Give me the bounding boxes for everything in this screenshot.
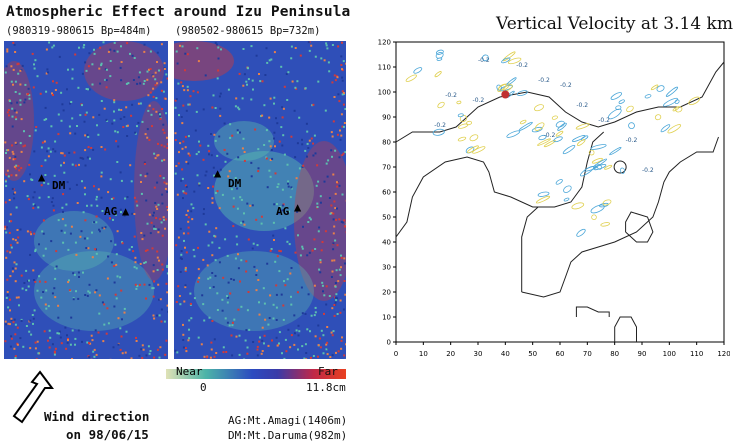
x-tick-label: 110 [690,350,703,358]
coastline [395,61,725,143]
dm-label: DM [228,177,242,190]
y-tick-label: 20 [382,289,391,297]
x-tick-label: 20 [446,350,455,358]
dm-label: DM [52,179,66,192]
amagi-legend: AG:Mt.Amagi(1406m) [228,414,348,427]
x-tick-label: 40 [501,350,510,358]
contour-label: -0.2 [544,132,556,139]
x-tick-label: 60 [556,350,565,358]
y-tick-label: 50 [382,214,391,222]
contour-label: -0.2 [560,82,572,89]
velocity-maximum [501,90,510,99]
colorbar [166,369,346,379]
wind-arrow-icon [12,370,54,424]
wind-direction-label: Wind direction [44,409,150,424]
x-tick-label: 10 [419,350,428,358]
y-tick-label: 40 [382,239,391,247]
coastline [521,136,719,298]
y-tick-label: 0 [387,339,391,347]
chart-title: Vertical Velocity at 3.14 km [496,14,733,34]
y-tick-label: 30 [382,264,391,272]
island-outline [625,211,654,243]
daruma-legend: DM:Mt.Daruma(982m) [228,429,348,442]
speckle-texture [4,41,168,359]
daruma-marker-icon: ▲ [214,166,222,180]
island-outline [614,316,637,342]
contour-label: -0.2 [516,62,528,69]
x-tick-label: 0 [394,350,398,358]
island-outline [575,306,610,317]
colorbar-near-label: Near [176,365,203,378]
insar-map-1 [4,41,168,359]
contour-label: -0.2 [478,57,490,64]
coastline [521,206,539,292]
figure-title: Atmospheric Effect around Izu Peninsula [6,4,351,20]
y-tick-label: 80 [382,139,391,147]
colorbar-far-label: Far [318,365,338,378]
x-tick-label: 100 [663,350,676,358]
x-tick-label: 50 [528,350,537,358]
contour-label: -0.2 [473,97,485,104]
x-tick-label: 80 [610,350,619,358]
contour-lines [405,49,701,237]
x-tick-label: 120 [717,350,730,358]
contour-label: -0.2 [576,102,588,109]
contour-label: -0.2 [642,167,654,174]
amagi-marker-icon: ▲ [122,204,130,218]
coastline [395,131,605,238]
y-tick-label: 10 [382,314,391,322]
x-tick-label: 30 [474,350,483,358]
small-island [613,160,627,174]
contour-label: -0.2 [434,122,446,129]
panel1-subtitle: (980319-980615 Bp=484m) [6,25,152,37]
vertical-velocity-chart: 0 10 20 30 40 50 60 70 80 90 100 110 120 0 10 20 30 40 50 6… [378,39,730,359]
x-tick-label: 90 [638,350,647,358]
y-tick-label: 60 [382,189,391,197]
y-tick-label: 120 [378,39,391,47]
y-tick-label: 110 [378,64,391,72]
y-tick-label: 90 [382,114,391,122]
x-tick-label: 70 [583,350,592,358]
y-tick-label: 70 [382,164,391,172]
insar-panel-1: ▲ DM AG ▲ [4,41,168,359]
colorbar-min-label: 0 [200,381,207,394]
contour-label: -0.2 [626,137,638,144]
y-tick-label: 100 [378,89,391,97]
insar-map-2 [174,41,346,359]
ag-label: AG [104,205,118,218]
amagi-marker-icon: ▲ [294,200,302,214]
contour-label: -0.2 [598,117,610,124]
wind-date-label: on 98/06/15 [66,427,149,442]
speckle-texture [174,41,346,359]
colorbar-max-label: 11.8cm [306,381,346,394]
contour-label: -0.2 [538,77,550,84]
ag-label: AG [276,205,290,218]
panel2-subtitle: (980502-980615 Bp=732m) [175,25,321,37]
daruma-marker-icon: ▲ [38,170,46,184]
insar-panel-2: ▲ DM AG ▲ [174,41,346,359]
contour-label: -0.2 [445,92,457,99]
